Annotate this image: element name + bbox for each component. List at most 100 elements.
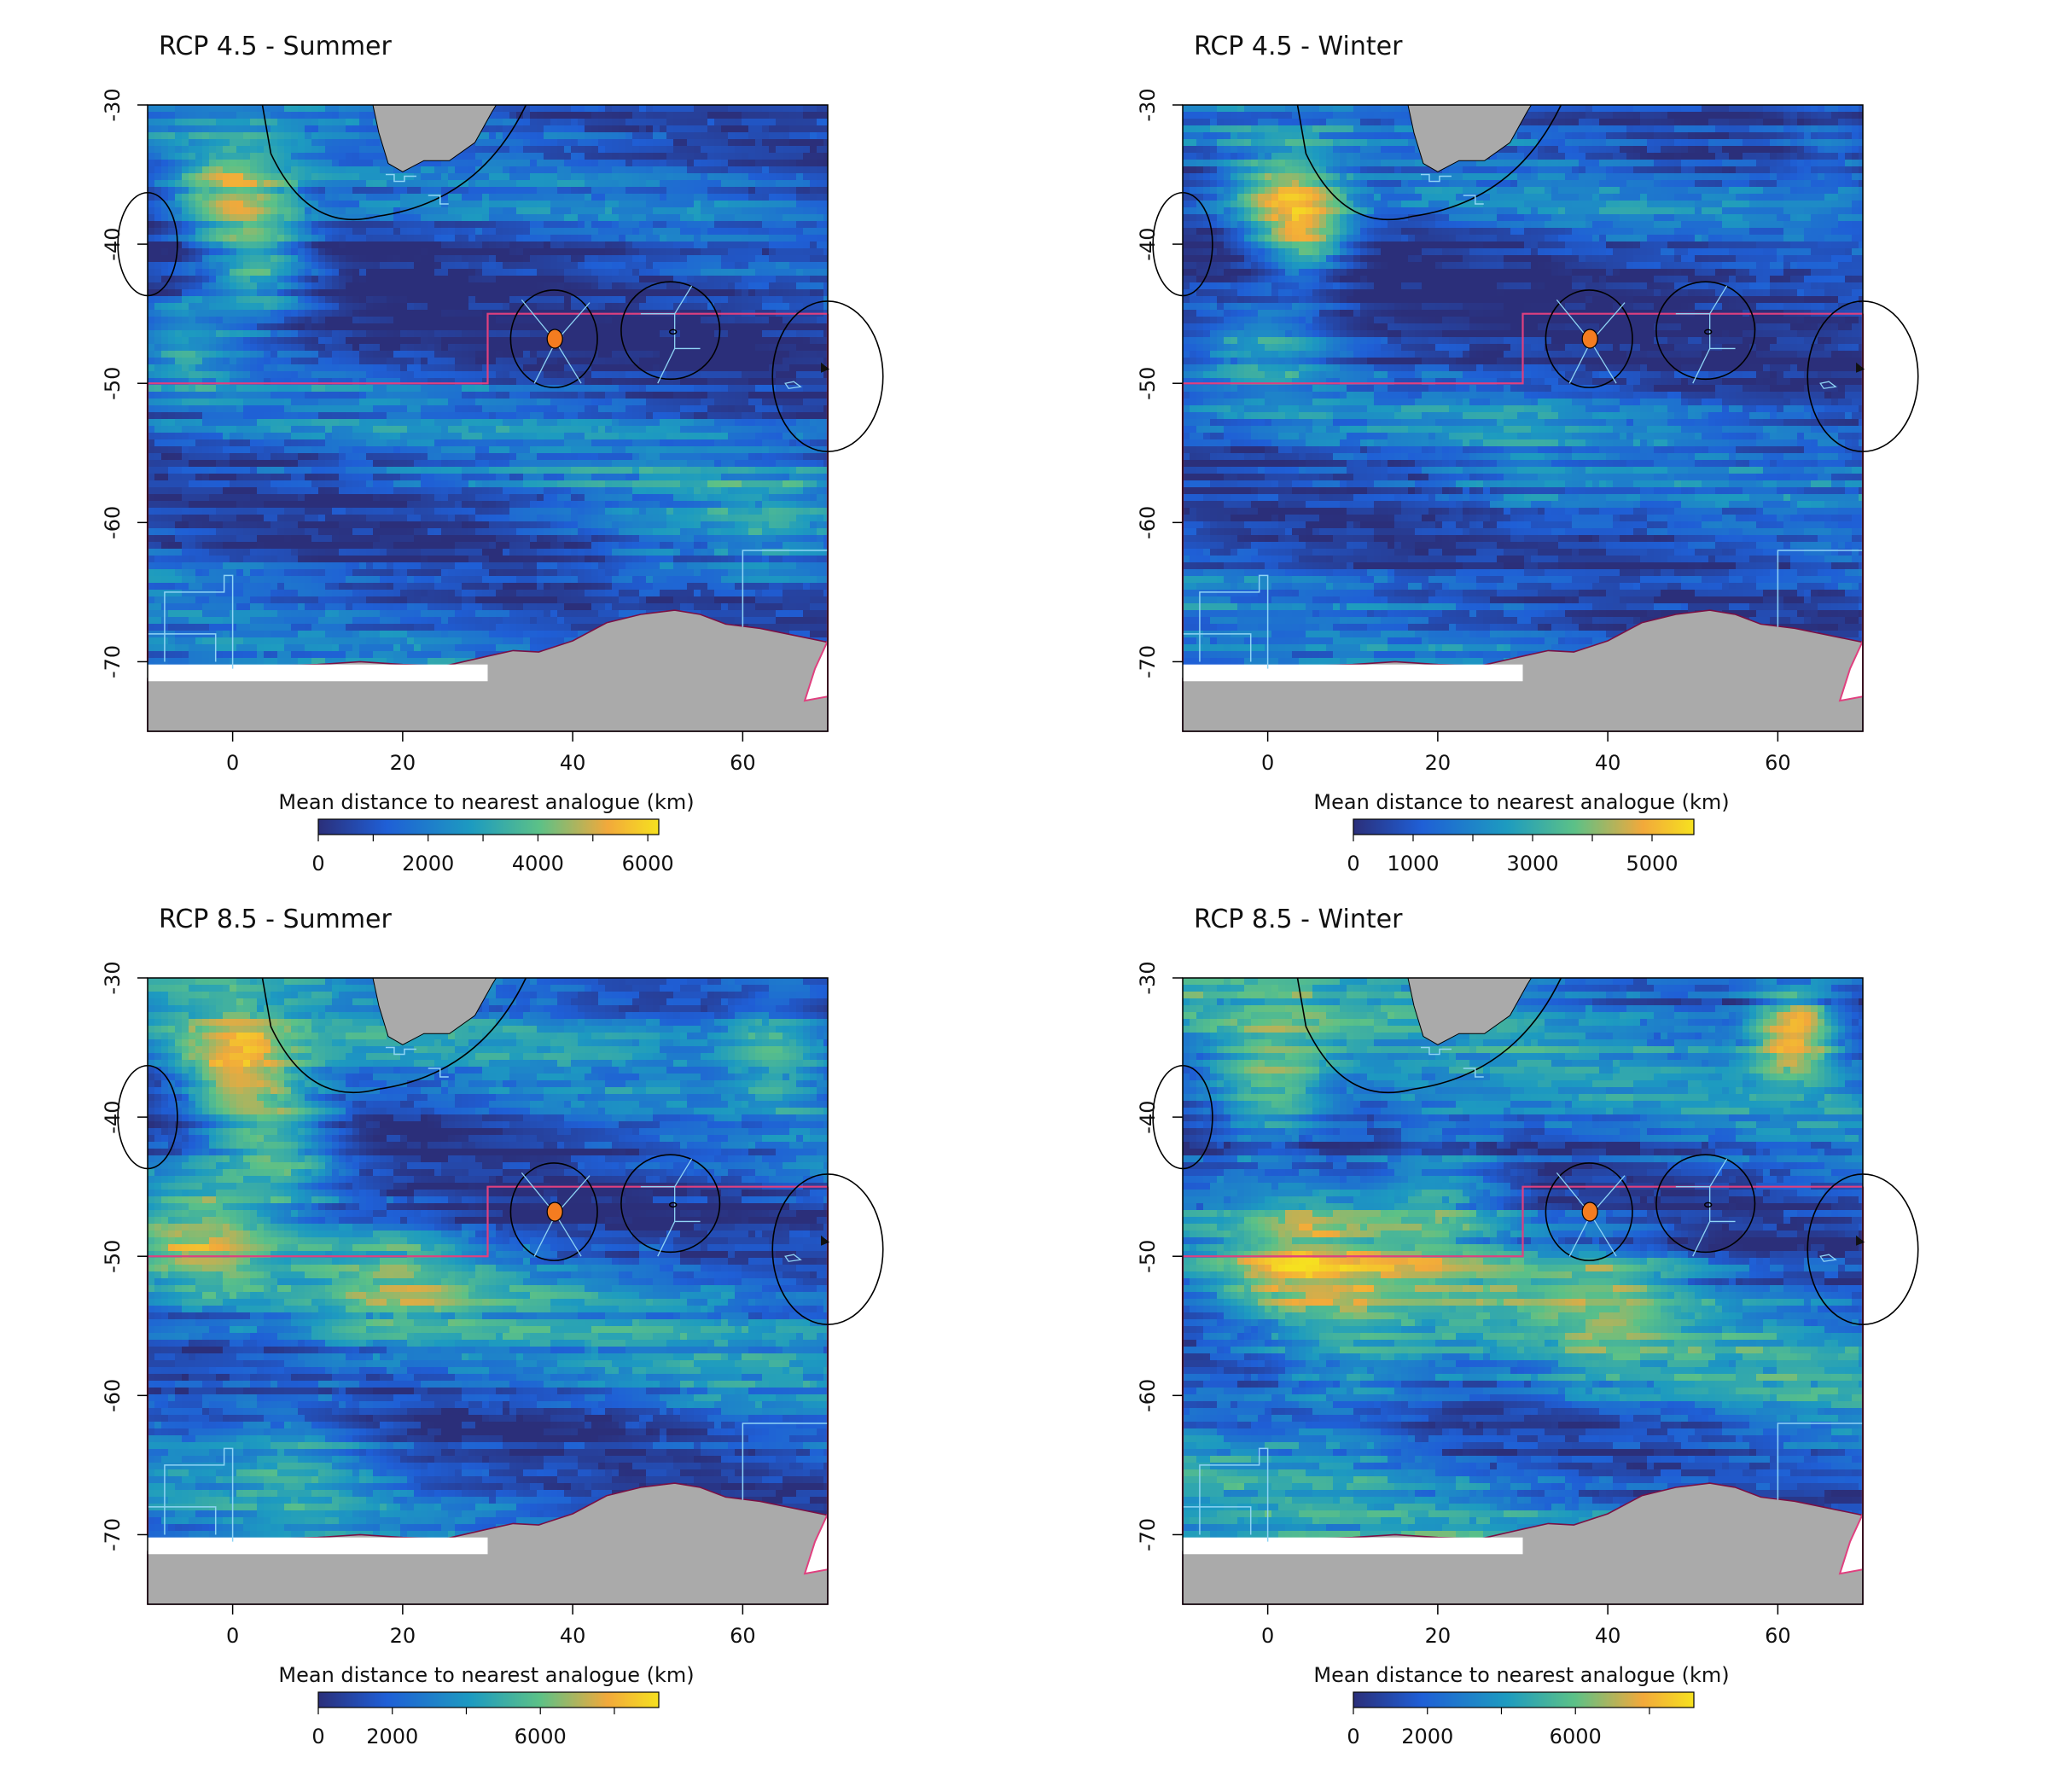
x-axis: 0 20 40 60	[1261, 731, 1791, 775]
colorbar-tick-label: 2000	[402, 852, 454, 876]
y-tick-label: -50	[101, 1240, 125, 1273]
ice-shelf-strip	[148, 664, 488, 682]
colorbar-tick-label: 0	[311, 1725, 324, 1748]
y-tick-label: -50	[1136, 1240, 1160, 1273]
colorbar: 0 2000 6000	[1347, 1691, 1695, 1748]
kerguelen-island	[821, 1235, 830, 1246]
colorbar-tick-label: 0	[1347, 1725, 1359, 1748]
panel-title: RCP 4.5 - Winter	[1194, 32, 1403, 61]
africa-eez-line	[1296, 104, 1562, 221]
africa-landmass	[1407, 977, 1533, 1045]
y-axis: -30 -40 -50 -60 -70	[1136, 88, 1183, 678]
africa-eez-line	[1296, 977, 1562, 1094]
prince-edward-eez	[1545, 289, 1633, 388]
colorbar-label: Mean distance to nearest analogue (km)	[1313, 1663, 1729, 1687]
crozet-eez	[620, 281, 721, 381]
prince-edward-eez	[1545, 1162, 1633, 1261]
colorbar-tick-label: 6000	[1550, 1725, 1602, 1748]
prince-edward-eez	[509, 289, 598, 388]
x-tick-label: 20	[1425, 1624, 1452, 1648]
panel-title: RCP 8.5 - Winter	[1194, 905, 1403, 934]
colorbar-tick-label: 0	[311, 852, 324, 876]
colorbar-ramp	[317, 1691, 660, 1708]
crozet-eez	[620, 1154, 721, 1254]
y-tick-label: -30	[1136, 961, 1160, 994]
y-tick-label: -50	[101, 367, 125, 400]
mpa-outline-antarctic	[148, 1423, 828, 1542]
mpa-outline-antarctic	[1183, 550, 1863, 669]
y-tick-label: -30	[101, 88, 125, 121]
y-tick-label: -40	[101, 1101, 125, 1134]
prince-edward-islands	[1581, 1201, 1598, 1222]
y-tick-label: -30	[101, 961, 125, 994]
plot-frame	[147, 104, 829, 732]
map-area: 0 20 40 60 -30 -40 -50 -60 -70	[1136, 961, 1919, 1648]
colorbar-label: Mean distance to nearest analogue (km)	[278, 1663, 694, 1687]
mpa-outline-kerguelen	[784, 1254, 802, 1262]
y-tick-label: -60	[101, 506, 125, 539]
colorbar-tick-label: 2000	[366, 1725, 418, 1748]
mpa-outline	[385, 173, 449, 205]
mpa-outline-kerguelen	[784, 381, 802, 389]
x-tick-label: 0	[1261, 751, 1274, 775]
mpa-outline-kerguelen	[1819, 1254, 1837, 1262]
colorbar-ramp	[1353, 1691, 1695, 1708]
africa-landmass	[372, 977, 497, 1045]
prince-edward-eez	[509, 1162, 598, 1261]
mpa-outline	[1420, 1046, 1484, 1078]
ice-shelf-strip	[1183, 1537, 1523, 1555]
y-axis: -30 -40 -50 -60 -70	[101, 961, 148, 1551]
x-tick-label: 20	[390, 1624, 416, 1648]
panel-rcp45-winter: RCP 4.5 - Winter 0 20 40 60-30-40-50-60-70 …	[1136, 32, 1919, 876]
colorbar-ramp	[1353, 818, 1695, 835]
mpa-outline	[1420, 173, 1484, 205]
colorbar-tick-label: 5000	[1626, 852, 1678, 876]
y-tick-label: -60	[1136, 506, 1160, 539]
panel-rcp45-summer: RCP 4.5 - Summer 0 20 40 60-30-40-50-60-70 …	[101, 32, 884, 876]
mpa-outline-kerguelen	[1819, 381, 1837, 389]
panel-title: RCP 4.5 - Summer	[159, 32, 392, 61]
mpa-outline	[385, 1046, 449, 1078]
colorbar: 0 2000 6000	[311, 1691, 660, 1748]
colorbar: 0 1000 3000 5000	[1347, 818, 1695, 876]
panel-title: RCP 8.5 - Summer	[159, 905, 392, 934]
y-tick-label: -40	[101, 228, 125, 261]
colorbar-tick-label: 6000	[622, 852, 674, 876]
y-tick-label: -60	[1136, 1379, 1160, 1412]
colorbar-tick-label: 6000	[515, 1725, 567, 1748]
colorbar-tick-label: 0	[1347, 852, 1359, 876]
crozet-islands	[668, 329, 678, 335]
plot-frame	[1182, 977, 1864, 1605]
crozet-eez	[1655, 281, 1756, 381]
ice-shelf-strip	[148, 1537, 488, 1555]
x-axis: 0 20 40 60	[226, 1604, 756, 1648]
x-tick-label: 60	[730, 751, 756, 775]
x-axis: 0 20 40 60	[1261, 1604, 1791, 1648]
colorbar-tick-label: 4000	[512, 852, 564, 876]
y-tick-label: -40	[1136, 1101, 1160, 1134]
colorbar: 0 2000 4000 6000	[311, 818, 674, 876]
crozet-islands	[668, 1201, 678, 1208]
africa-eez-line	[261, 104, 527, 221]
map-area: 0 20 40 60 -30 -40 -50 -60 -70	[101, 88, 884, 775]
colorbar-label: Mean distance to nearest analogue (km)	[1313, 790, 1729, 814]
colorbar-ramp	[317, 818, 660, 835]
crozet-islands	[1703, 329, 1713, 335]
africa-eez-line	[261, 977, 527, 1094]
x-tick-label: 0	[226, 751, 239, 775]
crozet-islands	[1703, 1201, 1713, 1208]
ice-shelf-strip	[1183, 664, 1523, 682]
x-tick-label: 0	[1261, 1624, 1274, 1648]
colorbar-tick-label: 2000	[1401, 1725, 1453, 1748]
africa-landmass	[372, 104, 497, 172]
colorbar-label: Mean distance to nearest analogue (km)	[278, 790, 694, 814]
x-tick-label: 0	[226, 1624, 239, 1648]
x-axis: 0 20 40 60	[226, 731, 756, 775]
x-tick-label: 60	[1765, 1624, 1791, 1648]
map-area: 0 20 40 60 -30 -40 -50 -60 -70	[101, 961, 884, 1648]
y-tick-label: -70	[1136, 1518, 1160, 1551]
y-tick-label: -70	[101, 645, 125, 678]
colorbar-tick-label: 3000	[1506, 852, 1558, 876]
x-tick-label: 40	[560, 1624, 586, 1648]
